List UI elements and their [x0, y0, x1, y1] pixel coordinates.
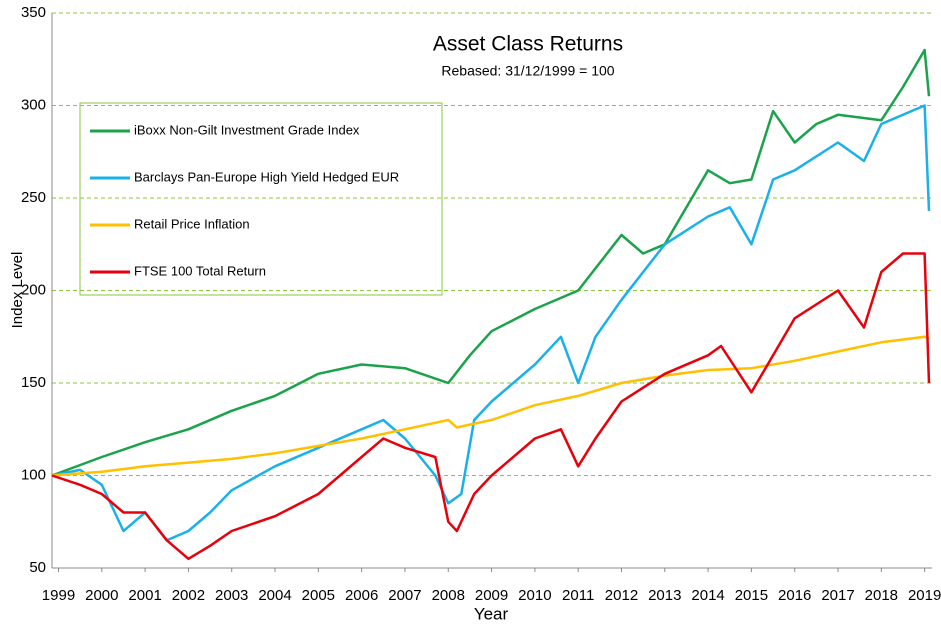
legend-label: Retail Price Inflation [134, 216, 250, 231]
y-tick-label: 50 [29, 559, 46, 576]
x-tick-label: 2000 [85, 587, 118, 604]
series-line [51, 335, 930, 477]
x-tick-label: 2013 [648, 587, 681, 604]
y-tick-label: 100 [21, 466, 46, 483]
x-tick-label: 2009 [475, 587, 508, 604]
x-tick-label: 2017 [821, 587, 854, 604]
x-tick-label: 2001 [128, 587, 161, 604]
x-tick-label: 2004 [258, 587, 291, 604]
series-line [51, 104, 931, 542]
x-tick-label: 1999 [42, 587, 75, 604]
y-axis-label: Index Level [9, 252, 26, 329]
chart-subtitle: Rebased: 31/12/1999 = 100 [441, 63, 614, 79]
x-tick-label: 2014 [691, 587, 724, 604]
series-line [51, 48, 931, 477]
legend-box [79, 102, 443, 296]
y-tick-label: 150 [21, 374, 46, 391]
x-tick-label: 2010 [518, 587, 551, 604]
x-tick-label: 2007 [388, 587, 421, 604]
x-tick-label: 2018 [865, 587, 898, 604]
x-tick-label: 2005 [302, 587, 335, 604]
series-line [51, 252, 931, 561]
x-tick-label: 2002 [172, 587, 205, 604]
x-tick-label: 2012 [605, 587, 638, 604]
y-tick-label: 200 [21, 281, 46, 298]
x-axis-label: Year [474, 604, 509, 623]
x-tick-label: 2016 [778, 587, 811, 604]
legend-label: iBoxx Non-Gilt Investment Grade Index [134, 122, 360, 137]
x-tick-label: 2008 [432, 587, 465, 604]
y-tick-label: 350 [21, 4, 46, 21]
x-tick-label: 2011 [562, 587, 594, 604]
y-tick-label: 250 [21, 189, 46, 206]
x-tick-label: 2003 [215, 587, 248, 604]
y-tick-label: 300 [21, 96, 46, 113]
x-tick-label: 2006 [345, 587, 378, 604]
chart-title: Asset Class Returns [433, 33, 623, 56]
legend-label: Barclays Pan-Europe High Yield Hedged EU… [134, 169, 399, 184]
x-tick-label: 2019 [908, 587, 941, 604]
legend-label: FTSE 100 Total Return [134, 263, 266, 278]
x-tick-label: 2015 [735, 587, 768, 604]
